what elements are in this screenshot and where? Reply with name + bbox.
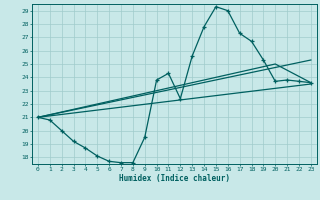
- X-axis label: Humidex (Indice chaleur): Humidex (Indice chaleur): [119, 174, 230, 183]
